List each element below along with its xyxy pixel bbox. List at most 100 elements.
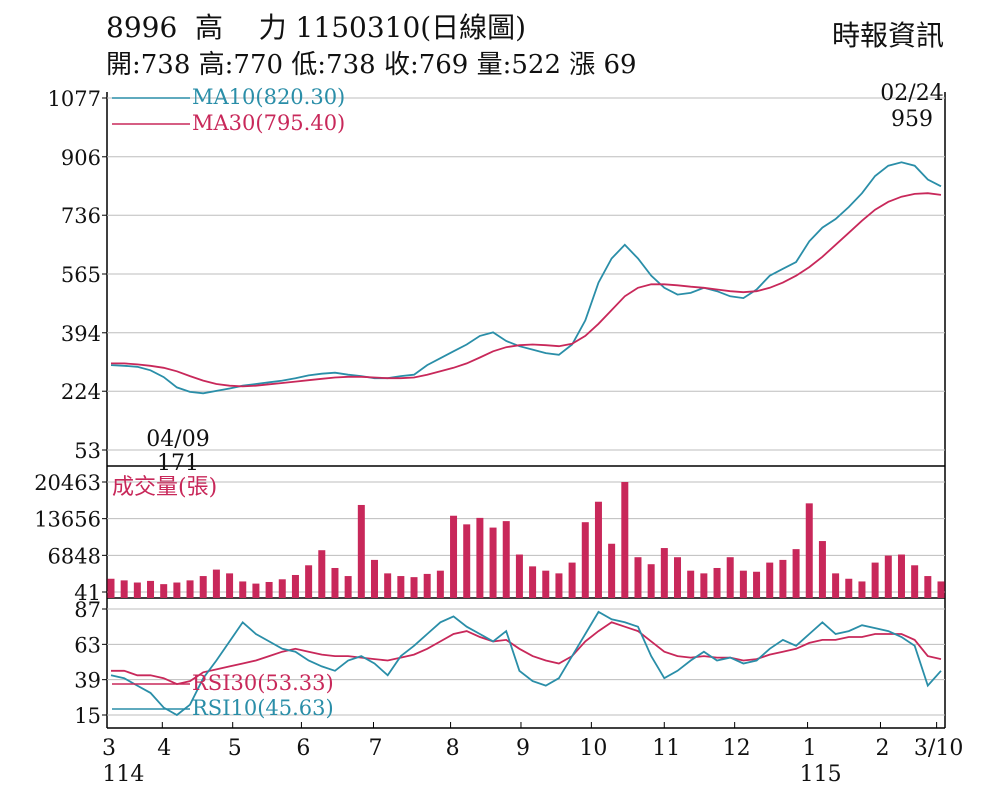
volume-bar	[186, 580, 194, 598]
volume-bar	[515, 554, 523, 598]
x-tick-label: 3/10	[914, 736, 963, 761]
volume-bar	[634, 557, 642, 598]
volume-bar	[805, 503, 813, 598]
x-tick-label: 3	[102, 736, 116, 761]
y-tick-label: 41	[74, 581, 101, 605]
y-tick-label: 565	[61, 263, 101, 287]
y-tick-label: 224	[61, 380, 101, 404]
volume-bar	[542, 570, 550, 598]
y-tick-label: 906	[61, 146, 101, 170]
legend-label: RSI10(45.63)	[192, 696, 334, 720]
volume-bar	[568, 562, 576, 598]
x-tick-label: 1	[803, 736, 817, 761]
volume-bar	[450, 515, 458, 598]
volume-bar	[884, 555, 892, 598]
volume-bar	[173, 582, 181, 598]
volume-bar	[660, 548, 668, 598]
y-tick-label: 20463	[34, 471, 101, 495]
volume-bar	[779, 559, 787, 598]
volume-bar	[924, 576, 932, 598]
volume-bar	[305, 565, 313, 598]
volume-bar	[753, 571, 761, 598]
volume-bar	[766, 562, 774, 598]
y-tick-label: 6848	[48, 544, 101, 568]
chart-title: 8996 高 力 1150310(日線圖)	[106, 11, 527, 44]
legend-label: RSI30(53.33)	[192, 671, 334, 695]
volume-bar	[344, 576, 352, 598]
x-tick-label: 4	[157, 736, 171, 761]
volume-bar	[647, 564, 655, 598]
volume-bar	[739, 570, 747, 598]
legend-label: MA10(820.30)	[192, 85, 345, 109]
volume-bar	[897, 554, 905, 598]
volume-bar	[370, 559, 378, 598]
volume-bar	[502, 521, 510, 598]
series-line-rsi30	[111, 621, 942, 686]
volume-bar	[937, 581, 945, 598]
volume-bar	[845, 578, 853, 598]
x-tick-label: 12	[723, 736, 751, 761]
volume-bar	[832, 573, 840, 598]
volume-bar	[621, 482, 629, 598]
legend-label: MA30(795.40)	[192, 111, 345, 135]
volume-bar	[489, 527, 497, 598]
x-tick-label: 8	[446, 736, 460, 761]
volume-bar	[700, 573, 708, 598]
y-tick-label: 63	[74, 633, 101, 657]
y-tick-label: 736	[61, 204, 101, 228]
year-label: 114	[102, 762, 144, 787]
series-line-ma30	[111, 192, 942, 388]
volume-bar	[581, 522, 589, 598]
volume-bar	[858, 581, 866, 598]
y-tick-label: 1077	[48, 87, 101, 111]
y-tick-label: 53	[74, 439, 101, 463]
volume-bar	[265, 581, 273, 598]
ohlc-summary: 開:738 高:770 低:738 收:769 量:522 漲 69	[106, 50, 637, 80]
volume-bar	[147, 580, 155, 598]
x-tick-label: 9	[516, 736, 530, 761]
volume-bar	[384, 573, 392, 598]
volume-bar	[318, 550, 326, 598]
volume-bar	[410, 577, 418, 598]
volume-bar	[252, 583, 260, 598]
volume-bar	[674, 557, 682, 598]
series-line-rsi10	[110, 610, 942, 717]
volume-bar	[397, 576, 405, 598]
volume-bar	[107, 578, 115, 598]
volume-bar	[555, 573, 563, 598]
y-tick-label: 87	[74, 598, 101, 622]
high-value-label: 959	[891, 107, 933, 132]
volume-bar	[476, 517, 484, 598]
x-tick-label: 2	[875, 736, 889, 761]
volume-bar	[212, 569, 220, 598]
volume-bar	[713, 567, 721, 598]
volume-bar	[687, 570, 695, 598]
y-tick-label: 394	[61, 322, 101, 346]
volume-bar	[792, 549, 800, 598]
volume-bar	[436, 570, 444, 598]
low-date-label: 04/09	[146, 427, 209, 452]
x-tick-label: 7	[368, 736, 382, 761]
volume-bar	[226, 573, 234, 598]
high-date-label: 02/24	[880, 81, 943, 106]
volume-bar	[133, 582, 141, 598]
x-tick-label: 10	[579, 736, 607, 761]
volume-bar	[818, 541, 826, 598]
low-value-label: 171	[157, 451, 199, 476]
volume-bar	[291, 574, 299, 598]
volume-label: 成交量(張)	[112, 475, 217, 500]
volume-bar	[331, 567, 339, 598]
x-tick-label: 11	[652, 736, 680, 761]
volume-bar	[357, 504, 365, 598]
volume-bar	[911, 565, 919, 598]
x-tick-label: 6	[296, 736, 310, 761]
volume-bar	[594, 501, 602, 598]
volume-bar	[239, 581, 247, 598]
volume-bar	[608, 543, 616, 598]
volume-bar	[120, 580, 128, 598]
y-tick-label: 15	[74, 704, 101, 728]
volume-bar	[199, 576, 207, 598]
series-line-ma10	[110, 161, 942, 395]
volume-bar	[463, 524, 471, 598]
